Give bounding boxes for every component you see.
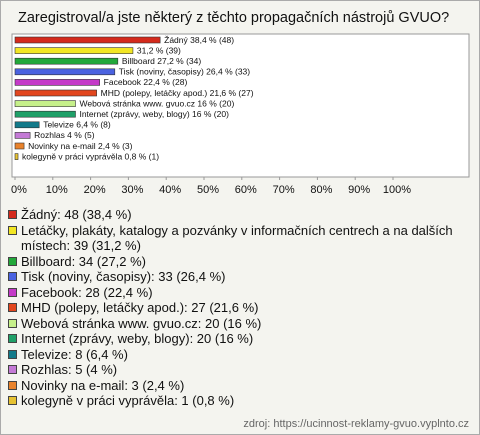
- legend-item: kolegyně v práci vyprávěla: 1 (0,8 %): [8, 393, 470, 409]
- legend-item: Billboard: 34 (27,2 %): [8, 254, 470, 270]
- legend-item: MHD (polepy, letáčky apod.): 27 (21,6 %): [8, 300, 470, 316]
- legend-swatch: [8, 318, 17, 328]
- bar: [14, 47, 134, 54]
- legend-label: Novinky na e-mail: 3 (2,4 %): [21, 377, 185, 393]
- legend: Žádný: 48 (38,4 %) Letáčky, plakáty, kata…: [8, 207, 470, 409]
- x-tick-label: 30%: [121, 184, 143, 196]
- legend-label: Žádný: 48 (38,4 %): [21, 207, 132, 222]
- legend-item: Internet (zprávy, weby, blogy): 20 (16 %…: [8, 331, 470, 347]
- legend-label: Tisk (noviny, časopisy): 33 (26,4 %): [21, 269, 226, 284]
- legend-item: Televize: 8 (6,4 %): [8, 347, 470, 363]
- x-tick-label: 50%: [197, 184, 219, 196]
- source: zdroj: https://ucinnost-reklamy-gvuo.vyp…: [243, 418, 469, 430]
- legend-label: Facebook: 28 (22,4 %): [21, 284, 153, 300]
- bar-label: Novinky na e-mail 2,4 % (3): [28, 141, 133, 151]
- bar: [14, 89, 97, 97]
- bar-label: Facebook 22,4 % (28): [104, 77, 188, 87]
- legend-swatch: [8, 380, 17, 390]
- x-tick-label: 20%: [84, 184, 106, 196]
- bar: [14, 110, 76, 118]
- legend-swatch: [8, 396, 17, 405]
- legend-swatch: [8, 349, 17, 359]
- legend-label: Rozhlas: 5 (4 %): [21, 362, 118, 377]
- x-tick-label: 70%: [273, 184, 295, 196]
- legend-swatch: [8, 303, 17, 312]
- bar: [14, 121, 40, 129]
- bar: [14, 142, 25, 150]
- bar-label: Rozhlas 4 % (5): [34, 130, 95, 140]
- plot-area: [11, 33, 470, 178]
- x-tick-label: 90%: [348, 184, 370, 196]
- x-tick-label: 40%: [159, 184, 181, 196]
- legend-item: Žádný: 48 (38,4 %): [8, 207, 470, 223]
- legend-item: Rozhlas: 5 (4 %): [8, 362, 470, 378]
- bar-label: MHD (polepy, letáčky apod.) 21,6 % (27): [101, 88, 254, 98]
- legend-label: Letáčky, plakáty, katalogy a pozvánky v …: [21, 222, 453, 254]
- plot: 0% 10% 20% 30% 40% 50% 60% 70% 80% 90% 100% Žádný 3…: [11, 33, 470, 196]
- bar-label: Billboard 27,2 % (34): [122, 56, 202, 66]
- x-tick-label: 60%: [235, 184, 257, 196]
- bar: [14, 100, 76, 107]
- bar: [14, 132, 31, 139]
- bar-label: Tisk (noviny, časopisy) 26,4 % (33): [119, 67, 250, 77]
- bar: [14, 57, 119, 65]
- legend-item: Tisk (noviny, časopisy): 33 (26,4 %): [8, 269, 470, 285]
- legend-item: Novinky na e-mail: 3 (2,4 %): [8, 378, 470, 394]
- legend-label: Internet (zprávy, weby, blogy): 20 (16 %…: [21, 331, 254, 346]
- bar: [14, 68, 116, 76]
- bar-label: Webová stránka www. gvuo.cz 16 % (20): [79, 98, 234, 108]
- legend-swatch: [8, 210, 17, 219]
- bar-label: 31,2 % (39): [137, 45, 181, 55]
- legend-label: MHD (polepy, letáčky apod.): 27 (21,6 %): [21, 300, 259, 315]
- bar-label: Žádný 38,4 % (48): [164, 35, 234, 45]
- legend-label: Billboard: 34 (27,2 %): [21, 253, 147, 269]
- legend-swatch: [8, 334, 17, 343]
- bar: [14, 36, 161, 44]
- legend-item: Facebook: 28 (22,4 %): [8, 285, 470, 301]
- x-tick-label: 80%: [310, 184, 332, 196]
- x-tick-label: 100%: [383, 184, 411, 196]
- bar-label: Internet (zprávy, weby, blogy) 16 % (20): [79, 109, 229, 119]
- legend-item: Letáčky, plakáty, katalogy a pozvánky v …: [8, 223, 470, 254]
- legend-swatch: [8, 256, 17, 266]
- legend-swatch: [8, 287, 17, 297]
- bar: [14, 153, 19, 160]
- bar: [14, 79, 100, 86]
- x-tick-label: 0%: [11, 184, 27, 196]
- legend-item: Webová stránka www. gvuo.cz: 20 (16 %): [8, 316, 470, 332]
- chart-title: Zaregistroval/a jste některý z těchto pr…: [18, 10, 450, 26]
- x-tick-label: 10%: [46, 184, 68, 196]
- legend-swatch: [8, 365, 17, 374]
- bar-label: Televize 6,4 % (8): [43, 120, 111, 130]
- bar-label: kolegyně v práci vyprávěla 0,8 % (1): [22, 151, 159, 161]
- legend-swatch: [8, 225, 17, 235]
- legend-label: kolegyně v práci vyprávěla: 1 (0,8 %): [21, 393, 235, 408]
- legend-label: Televize: 8 (6,4 %): [21, 346, 128, 362]
- legend-label: Webová stránka www. gvuo.cz: 20 (16 %): [21, 315, 262, 331]
- legend-swatch: [8, 272, 17, 281]
